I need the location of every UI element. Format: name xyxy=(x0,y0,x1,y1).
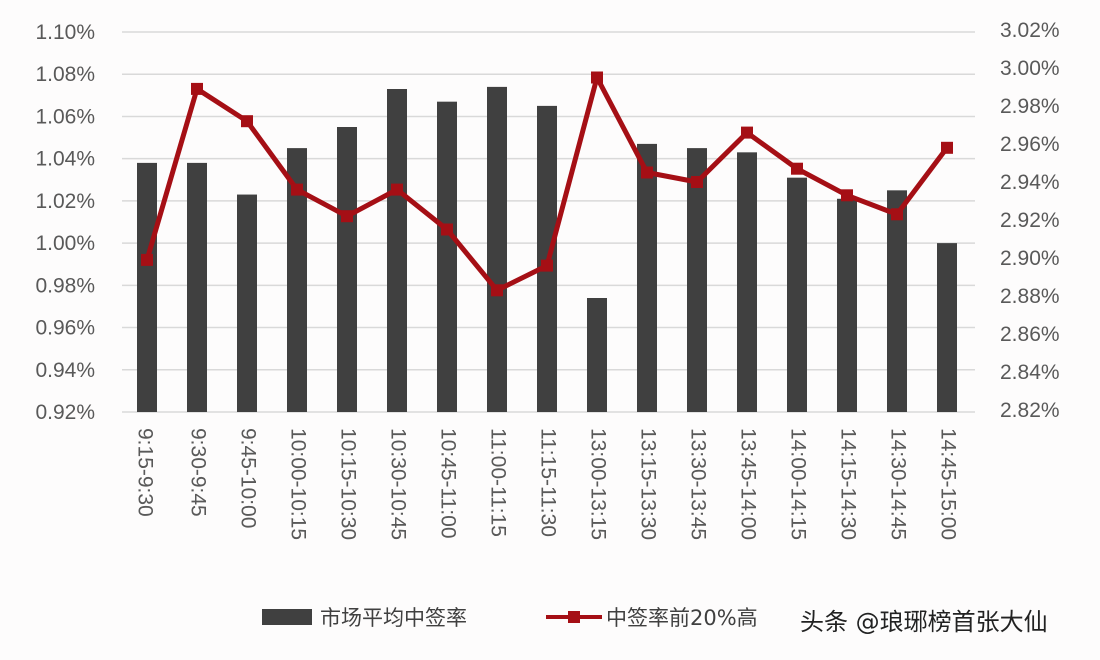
x-tick-label: 14:00-14:15 xyxy=(786,428,809,540)
line-marker xyxy=(141,253,153,266)
watermark: 头条 @琅琊榜首张大仙 xyxy=(800,608,1048,636)
line-marker xyxy=(591,71,603,84)
right-tick-label: 3.00% xyxy=(1000,57,1060,80)
bar xyxy=(187,162,207,412)
bar xyxy=(437,101,457,413)
right-tick-label: 2.98% xyxy=(1000,95,1060,118)
line-marker xyxy=(241,115,253,128)
line-marker xyxy=(341,210,353,223)
right-tick-label: 2.94% xyxy=(1000,171,1060,194)
bar xyxy=(337,127,357,412)
line-marker xyxy=(641,166,653,179)
bar xyxy=(887,190,907,412)
legend-bar: 市场平均中签率 xyxy=(262,602,467,632)
x-tick-label: 11:00-11:15 xyxy=(486,428,509,537)
legend-line-label: 中签率前20%高 xyxy=(606,606,758,630)
bar xyxy=(687,148,707,412)
x-tick-label: 11:15-11:30 xyxy=(536,428,559,537)
legend-bar-label: 市场平均中签率 xyxy=(320,606,467,630)
left-tick-label: 1.06% xyxy=(35,105,95,128)
right-tick-label: 3.02% xyxy=(1000,19,1060,42)
x-tick-label: 9:45-10:00 xyxy=(236,428,259,528)
bar xyxy=(837,198,857,412)
x-tick-label: 10:45-11:00 xyxy=(436,428,459,539)
x-tick-label: 13:15-13:30 xyxy=(636,428,659,540)
bar xyxy=(937,243,957,412)
x-tick-label: 14:15-14:30 xyxy=(836,428,859,540)
left-tick-label: 1.00% xyxy=(35,232,95,255)
line-marker xyxy=(191,82,203,95)
x-tick-label: 10:15-10:30 xyxy=(336,428,359,540)
bar xyxy=(387,89,407,412)
right-tick-label: 2.82% xyxy=(1000,399,1060,422)
left-tick-label: 1.04% xyxy=(35,148,95,171)
left-tick-label: 0.98% xyxy=(35,274,95,297)
right-tick-label: 2.96% xyxy=(1000,133,1060,156)
x-tick-label: 13:45-14:00 xyxy=(736,428,759,540)
right-tick-label: 2.88% xyxy=(1000,285,1060,308)
bar xyxy=(487,86,507,412)
x-tick-label: 10:30-10:45 xyxy=(386,428,409,540)
line-marker xyxy=(841,189,853,202)
x-tick-label: 14:45-15:00 xyxy=(936,428,959,540)
bar xyxy=(787,177,807,412)
line-marker xyxy=(941,141,953,154)
x-tick-label: 14:30-14:45 xyxy=(886,428,909,540)
x-tick-label: 9:30-9:45 xyxy=(186,428,209,517)
right-tick-label: 2.84% xyxy=(1000,361,1060,384)
right-tick-label: 2.86% xyxy=(1000,323,1060,346)
bar xyxy=(237,194,257,412)
line-marker xyxy=(741,126,753,139)
left-tick-label: 1.08% xyxy=(35,63,95,86)
bar xyxy=(137,162,157,412)
legend-line-swatch xyxy=(546,609,602,625)
line-marker xyxy=(791,162,803,175)
line-marker xyxy=(291,183,303,196)
x-tick-label: 10:00-10:15 xyxy=(286,428,309,540)
line-marker xyxy=(491,284,503,297)
line-marker xyxy=(441,223,453,236)
line-marker xyxy=(691,176,703,188)
line-marker xyxy=(541,259,553,272)
x-tick-label: 9:15-9:30 xyxy=(133,428,156,517)
left-tick-label: 1.10% xyxy=(35,21,95,44)
left-tick-label: 0.92% xyxy=(35,401,95,424)
left-tick-label: 0.96% xyxy=(35,317,95,340)
legend-line: 中签率前20%高 xyxy=(546,602,758,632)
bar xyxy=(637,143,657,412)
right-tick-label: 2.90% xyxy=(1000,247,1060,270)
bar xyxy=(287,148,307,412)
bar xyxy=(737,152,757,413)
bar xyxy=(587,298,607,412)
x-tick-label: 13:30-13:45 xyxy=(686,428,709,540)
line-marker xyxy=(891,208,903,221)
left-tick-label: 1.02% xyxy=(35,190,95,213)
right-tick-label: 2.92% xyxy=(1000,209,1060,232)
line-marker xyxy=(391,183,403,196)
legend-bar-swatch xyxy=(262,609,312,625)
x-tick-label: 13:00-13:15 xyxy=(586,428,609,540)
left-tick-label: 0.94% xyxy=(35,359,95,382)
